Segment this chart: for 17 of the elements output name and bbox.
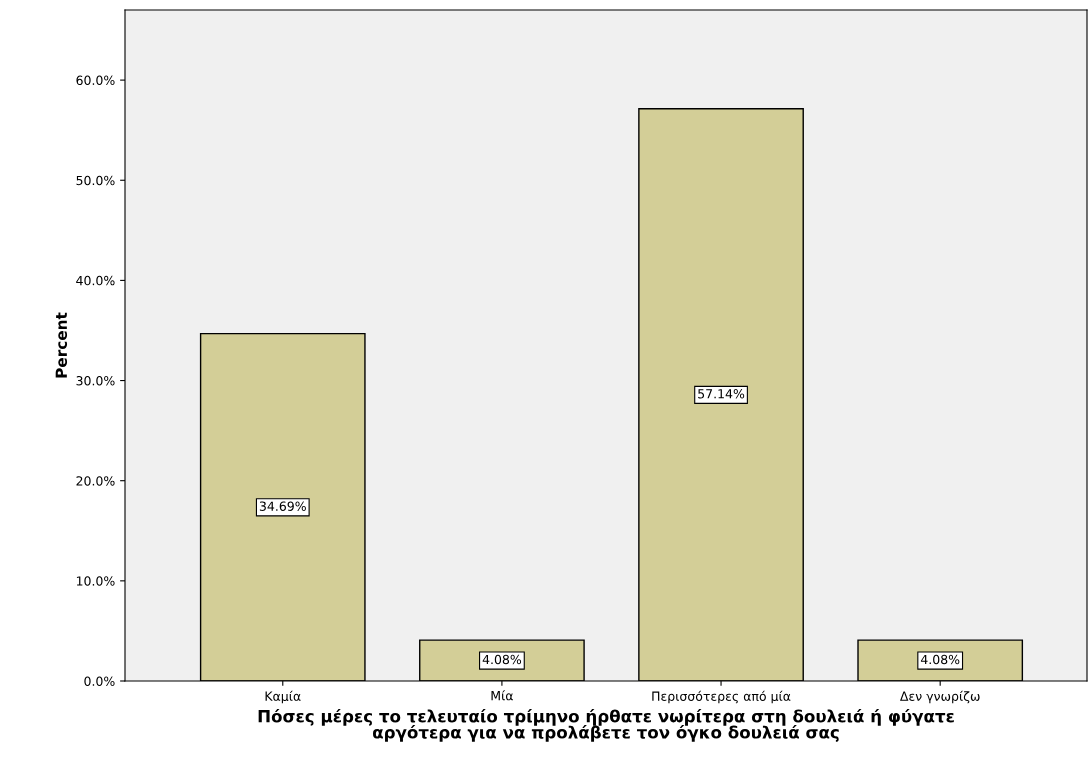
y-tick-label: 0.0% [84,676,115,686]
x-tick-label: Περισσότερες από μία [652,690,791,704]
y-tick-label: 20.0% [76,476,115,486]
y-tick-label: 60.0% [76,75,115,86]
data-label: 4.08% [482,654,522,665]
x-axis-title: Πόσες μέρες το τελευταίο τρίμηνο ήρθατε νωρίτερα στη δουλειά ή φύγατε αργότερα για να προλάβετε τον όγκο δουλειά σας [258,708,954,742]
y-tick-label: 50.0% [76,175,115,186]
data-label: 57.14% [698,389,745,399]
x-tick-label: Καμία [265,690,301,704]
x-tick-label: Δεν γνωρίζω [900,690,980,704]
y-axis-title: Percent [55,312,68,378]
y-tick-label: 10.0% [76,576,115,586]
y-tick-label: 30.0% [76,376,115,386]
data-label: 4.08% [920,654,960,665]
y-tick-label: 40.0% [76,275,115,286]
data-label: 34.69% [259,501,306,511]
x-tick-label: Μία [491,690,513,701]
